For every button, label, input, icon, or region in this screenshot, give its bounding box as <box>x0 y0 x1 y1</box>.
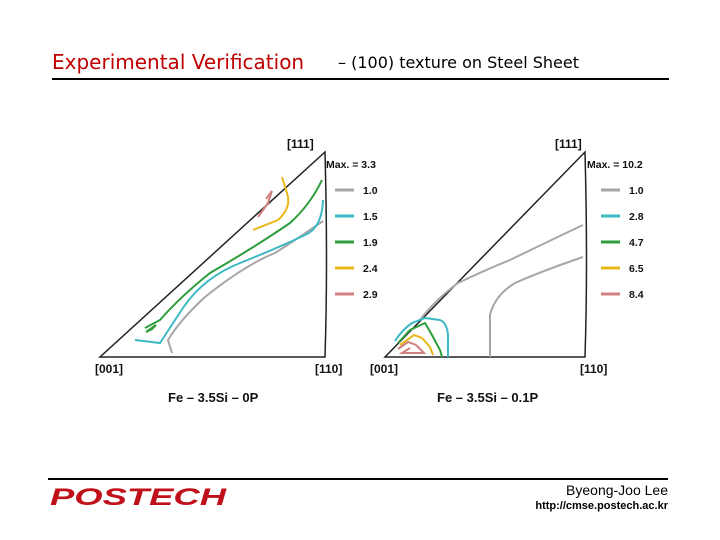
legend-value-3-right: 4.7 <box>629 237 644 249</box>
corner-label-top-right-panel: [111] <box>555 137 582 151</box>
legend-value-5-right: 8.4 <box>629 289 644 301</box>
max-label-left: Max. = 3.3 <box>326 159 376 171</box>
contour-level-4-right <box>399 333 434 356</box>
max-label-right: Max. = 10.2 <box>587 159 643 171</box>
contour-level-3-right <box>397 321 443 358</box>
corner-label-top-left-panel: [111] <box>287 137 314 151</box>
slide-subtitle: – (100) texture on Steel Sheet <box>338 53 579 72</box>
legend-value-2-left: 1.5 <box>363 211 378 223</box>
contour-level-2-left <box>134 199 324 345</box>
postech-logo: POSTECH <box>48 484 238 514</box>
contour-level-1b-right <box>489 256 584 357</box>
ipf-triangle-right <box>383 150 588 358</box>
legend-value-1-left: 1.0 <box>363 185 378 197</box>
ipf-panel-right: [111] [001] [110] Max. = 10.2 1.0 2.8 4.… <box>370 137 644 405</box>
title-divider <box>52 78 669 80</box>
legend-value-2-right: 2.8 <box>629 211 644 223</box>
ipf-panel-left: [111] [001] [110] Max. = 3.3 1.0 1.5 1.9… <box>95 137 378 405</box>
contour-level-1-left <box>166 220 324 354</box>
corner-label-origin-left-panel: [001] <box>95 362 123 376</box>
legend-value-1-right: 1.0 <box>629 185 644 197</box>
contour-level-2-right <box>394 316 449 357</box>
contour-level-1-right <box>419 224 584 321</box>
author-name: Byeong-Joo Lee <box>566 482 668 498</box>
corner-label-right-left-panel: [110] <box>315 362 342 376</box>
contour-level-4-left <box>252 176 290 231</box>
panel-caption-right: Fe – 3.5Si – 0.1P <box>437 390 539 405</box>
legend-left: 1.0 1.5 1.9 2.4 2.9 <box>335 185 378 301</box>
inverse-pole-figures: [111] [001] [110] Max. = 3.3 1.0 1.5 1.9… <box>80 125 660 415</box>
footer-divider <box>48 478 668 480</box>
ipf-triangle-left <box>98 150 328 358</box>
legend-value-3-left: 1.9 <box>363 237 378 249</box>
panel-caption-left: Fe – 3.5Si – 0P <box>168 390 259 405</box>
contour-level-5-left <box>257 190 273 218</box>
legend-right: 1.0 2.8 4.7 6.5 8.4 <box>601 185 644 301</box>
contour-level-3-left <box>144 179 323 329</box>
corner-label-origin-right-panel: [001] <box>370 362 398 376</box>
legend-value-5-left: 2.9 <box>363 289 378 301</box>
corner-label-right-right-panel: [110] <box>580 362 607 376</box>
slide-header: Experimental Verification – (100) textur… <box>52 50 668 80</box>
figure-canvas: [111] [001] [110] Max. = 3.3 1.0 1.5 1.9… <box>95 137 644 405</box>
contour-spot-left <box>145 324 157 333</box>
legend-value-4-right: 6.5 <box>629 263 644 275</box>
legend-value-4-left: 2.4 <box>363 263 378 275</box>
author-url: http://cmse.postech.ac.kr <box>535 500 668 512</box>
logo-text: POSTECH <box>50 484 227 510</box>
contour-level-5-right <box>397 340 427 354</box>
slide-title: Experimental Verification <box>52 50 305 74</box>
